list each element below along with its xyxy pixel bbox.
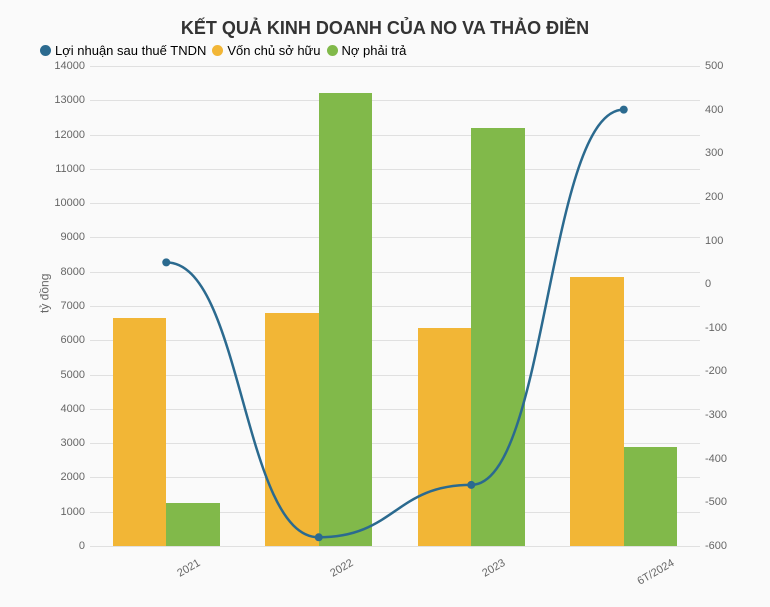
- y-right-tick: 500: [705, 60, 745, 72]
- y-right-tick: 0: [705, 278, 745, 290]
- y-right-tick: -100: [705, 322, 745, 334]
- y-right-tick: -300: [705, 409, 745, 421]
- bar: [570, 277, 623, 546]
- grid-line: [90, 546, 700, 547]
- y-left-tick: 12000: [45, 129, 85, 141]
- bar: [265, 313, 318, 546]
- y-right-tick: -200: [705, 365, 745, 377]
- y-left-tick: 3000: [45, 437, 85, 449]
- bar: [319, 93, 372, 546]
- y-left-tick: 9000: [45, 231, 85, 243]
- x-tick: 2021: [176, 557, 203, 580]
- x-tick: 2023: [481, 557, 508, 580]
- legend-item-line: Lợi nhuận sau thuế TNDN: [40, 43, 206, 58]
- y-left-tick: 4000: [45, 403, 85, 415]
- y-axis-left: 0100020003000400050006000700080009000100…: [45, 66, 85, 546]
- plot-area: tỷ đồng 01000200030004000500060007000800…: [90, 66, 700, 546]
- y-left-tick: 14000: [45, 60, 85, 72]
- y-right-tick: 400: [705, 104, 745, 116]
- legend-dot-line: [40, 45, 51, 56]
- bar: [471, 128, 524, 546]
- legend: Lợi nhuận sau thuế TNDN Vốn chủ sở hữu N…: [20, 43, 750, 58]
- y-right-tick: -600: [705, 540, 745, 552]
- y-left-tick: 1000: [45, 506, 85, 518]
- legend-item-bar2: Nợ phải trả: [327, 43, 407, 58]
- bar: [166, 503, 219, 546]
- y-left-tick: 7000: [45, 300, 85, 312]
- y-right-tick: 100: [705, 235, 745, 247]
- y-left-tick: 5000: [45, 369, 85, 381]
- y-left-tick: 10000: [45, 197, 85, 209]
- legend-label-line: Lợi nhuận sau thuế TNDN: [55, 43, 206, 58]
- x-tick: 2022: [328, 557, 355, 580]
- chart-container: KẾT QUẢ KINH DOANH CỦA NO VA THẢO ĐIỀN L…: [0, 0, 770, 607]
- bar: [418, 328, 471, 546]
- bar: [624, 447, 677, 546]
- y-right-tick: 200: [705, 191, 745, 203]
- bars-layer: [90, 66, 700, 546]
- legend-dot-bar2: [327, 45, 338, 56]
- legend-label-bar2: Nợ phải trả: [342, 43, 407, 58]
- y-left-tick: 2000: [45, 471, 85, 483]
- bar: [113, 318, 166, 546]
- legend-dot-bar1: [212, 45, 223, 56]
- legend-item-bar1: Vốn chủ sở hữu: [212, 43, 320, 58]
- chart-title: KẾT QUẢ KINH DOANH CỦA NO VA THẢO ĐIỀN: [20, 10, 750, 43]
- y-axis-right: -600-500-400-300-200-1000100200300400500: [705, 66, 745, 546]
- y-left-tick: 13000: [45, 94, 85, 106]
- y-right-tick: 300: [705, 147, 745, 159]
- y-left-tick: 8000: [45, 266, 85, 278]
- legend-label-bar1: Vốn chủ sở hữu: [227, 43, 320, 58]
- y-left-tick: 6000: [45, 334, 85, 346]
- y-right-tick: -400: [705, 453, 745, 465]
- y-left-tick: 0: [45, 540, 85, 552]
- x-axis: 2021202220236T/2024: [90, 551, 700, 576]
- x-tick: 6T/2024: [635, 557, 676, 588]
- y-left-tick: 11000: [45, 163, 85, 175]
- y-right-tick: -500: [705, 496, 745, 508]
